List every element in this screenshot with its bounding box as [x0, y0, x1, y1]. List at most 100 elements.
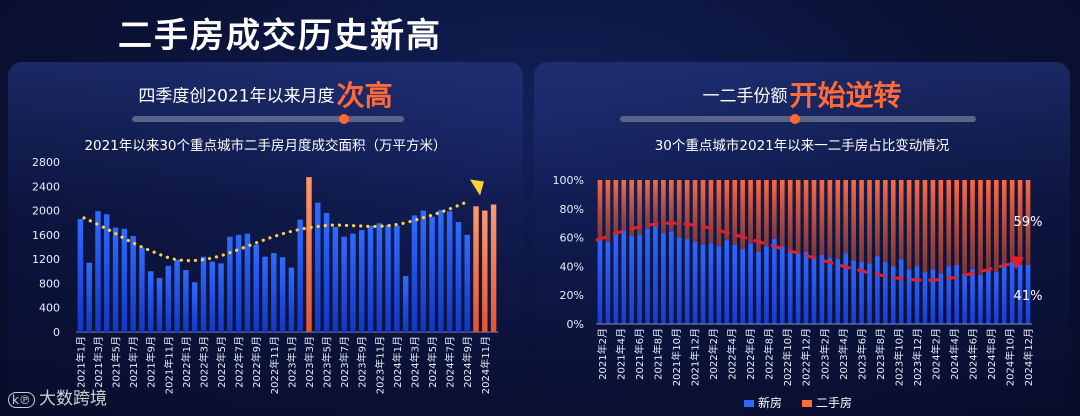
right-bar-new-house [867, 263, 872, 324]
right-share-chart: 0% 20% 40% 60% 80% 100% 59% 41% 2021年2月 2021年4月 20… [553, 174, 1043, 410]
right-bar-second-hand [629, 180, 634, 237]
right-bar-new-house [994, 272, 999, 324]
left-bar [174, 259, 180, 332]
left-bar [279, 257, 286, 332]
left-y-tick-label: 2800 [32, 156, 60, 169]
right-bar-second-hand [716, 180, 722, 247]
left-y-tick-label: 1200 [32, 253, 60, 266]
right-bar-new-house [740, 249, 745, 324]
left-x-tick-label: 2024年5月 [426, 336, 439, 388]
left-x-tick-label: 2024年11月 [479, 336, 492, 394]
right-bar-new-house [843, 253, 849, 324]
left-bar [244, 233, 251, 332]
left-bar [262, 256, 268, 332]
right-trend-arrow-icon [1010, 255, 1024, 270]
left-bar [271, 253, 277, 332]
right-bar-second-hand [843, 180, 849, 254]
right-bar-new-house [930, 269, 936, 324]
right-bar-new-house [954, 264, 959, 324]
left-bar [376, 223, 383, 332]
right-bar-new-house [978, 275, 983, 324]
left-bar [385, 225, 391, 332]
right-bar-second-hand [621, 180, 627, 231]
left-bar [77, 219, 84, 332]
right-bar-new-house [922, 272, 928, 324]
left-bar [200, 256, 207, 332]
right-bar-new-house [637, 234, 642, 324]
left-bar [288, 267, 295, 332]
right-bar-new-house [756, 252, 761, 324]
left-y-tick-label: 400 [39, 302, 60, 315]
left-x-tick-label: 2022年5月 [215, 336, 228, 388]
right-x-tick-label: 2022年12月 [800, 328, 813, 386]
left-bar [332, 226, 339, 332]
right-bar-new-house [890, 266, 896, 324]
right-bar-second-hand [653, 180, 658, 227]
right-bar-second-hand [914, 180, 920, 267]
right-bar-new-house [629, 236, 634, 324]
left-bar [464, 234, 470, 332]
left-bar [473, 206, 479, 332]
right-bar-new-house [851, 260, 856, 324]
legend-label-new-house: 新房 [758, 395, 782, 410]
right-y-tick-label: 60% [560, 232, 584, 245]
right-bar-second-hand [676, 180, 682, 238]
left-chart-panel: 四季度创2021年以来月度次高 2021年以来30个重点城市二手房月度成交面积（… [8, 62, 523, 412]
left-y-tick-label: 0 [53, 326, 60, 339]
right-label-second-hand-share: 59% [1014, 215, 1043, 230]
brand-name: 大数跨境 [38, 389, 107, 409]
right-bar-second-hand [835, 180, 841, 260]
right-bar-second-hand [970, 180, 975, 270]
right-bar-new-house [716, 246, 722, 324]
right-bar-second-hand [684, 180, 690, 240]
left-x-tick-label: 2021年1月 [74, 336, 87, 388]
left-bar [227, 236, 233, 332]
right-bar-new-house [962, 273, 967, 324]
left-y-tick-label: 2400 [32, 180, 60, 193]
right-bar-new-house [724, 240, 730, 324]
right-bar-second-hand [605, 180, 611, 242]
left-bar [183, 270, 189, 332]
right-bar-new-house [732, 244, 738, 324]
right-bar-second-hand [994, 180, 999, 273]
left-x-tick-label: 2022年1月 [180, 336, 193, 388]
left-bar [218, 263, 224, 332]
right-bar-second-hand [978, 180, 983, 276]
right-headline: 一二手份额开始逆转 [534, 74, 1070, 114]
right-bar-new-house [1009, 262, 1015, 324]
right-x-tick-label: 2021年6月 [633, 328, 646, 380]
left-y-tick-label: 2000 [32, 205, 60, 218]
right-x-tick-label: 2021年2月 [596, 328, 609, 380]
left-x-tick-label: 2022年7月 [233, 336, 246, 388]
right-bar-second-hand [787, 180, 793, 250]
left-bar [235, 234, 242, 332]
left-bar [95, 211, 101, 332]
left-bar [367, 225, 374, 332]
right-bar-new-house [914, 266, 920, 324]
right-bar-second-hand [906, 180, 912, 270]
left-bar [429, 216, 435, 332]
right-bar-second-hand [724, 180, 730, 241]
right-bar-second-hand [954, 180, 959, 265]
left-bar [156, 277, 163, 332]
right-x-tick-label: 2023年2月 [818, 328, 831, 380]
left-bar [86, 262, 92, 332]
left-bar [165, 265, 172, 332]
right-x-tick-label: 2023年4月 [837, 328, 850, 380]
right-x-tick-label: 2022年8月 [763, 328, 776, 380]
left-chart-title: 2021年以来30个重点城市二手房月度成交面积（万平方米） [84, 138, 447, 154]
right-bar-second-hand [1001, 180, 1007, 264]
left-x-tick-label: 2021年5月 [110, 336, 123, 388]
left-x-tick-label: 2024年7月 [444, 336, 457, 388]
right-bar-second-hand [827, 180, 833, 258]
left-x-tick-label: 2023年3月 [303, 336, 316, 388]
left-x-tick-label: 2024年1月 [391, 336, 404, 388]
page-title: 二手房成交历史新高 [118, 16, 442, 56]
right-bar-second-hand [938, 180, 944, 274]
right-bar-second-hand [645, 180, 650, 229]
right-bar-second-hand [930, 180, 936, 270]
right-x-tick-label: 2023年6月 [855, 328, 868, 380]
right-bar-new-house [1001, 263, 1007, 324]
legend-swatch-new-house [744, 400, 754, 407]
right-x-tick-label: 2023年8月 [874, 328, 887, 380]
